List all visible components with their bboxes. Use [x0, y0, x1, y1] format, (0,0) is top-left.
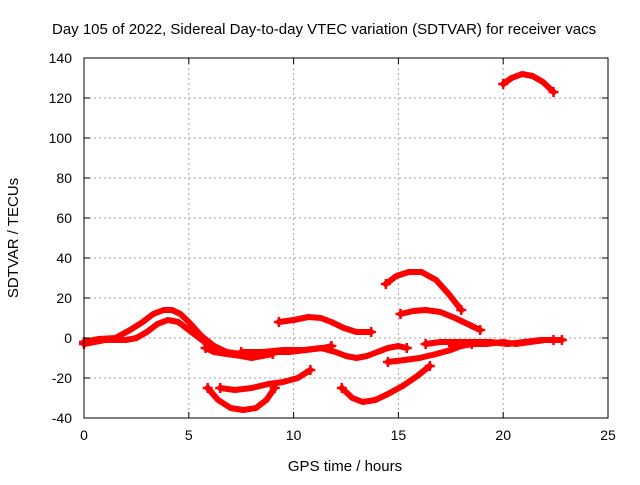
series-line — [500, 71, 557, 95]
x-tick-label: 0 — [80, 427, 88, 443]
series-line — [217, 367, 314, 393]
data-point — [420, 339, 431, 349]
plot-frame — [83, 57, 609, 419]
data-point — [380, 279, 391, 289]
data-point — [382, 357, 393, 367]
series-trace-13 — [447, 335, 559, 351]
y-tick-label: 140 — [49, 50, 73, 66]
series-line — [382, 269, 465, 313]
y-tick-labels: -40 -20 0 20 40 60 80 100 120 140 — [49, 50, 73, 426]
data-point — [366, 327, 377, 337]
data-point — [305, 365, 316, 375]
series-line — [449, 337, 557, 349]
y-tick-label: 120 — [49, 90, 73, 106]
data-point — [498, 79, 509, 89]
y-axis-title: SDTVAR / TECUs — [5, 178, 22, 298]
grid-lines — [84, 58, 608, 418]
y-tick-label: 80 — [56, 170, 72, 186]
x-tick-label: 20 — [495, 427, 511, 443]
series-trace-8 — [336, 361, 435, 405]
data-point — [395, 309, 406, 319]
series-line — [275, 314, 375, 335]
data-point — [236, 347, 247, 357]
y-tick-label: 100 — [49, 130, 73, 146]
x-tick-label: 5 — [185, 427, 193, 443]
x-tick-label: 25 — [600, 427, 616, 443]
y-tick-label: -40 — [52, 410, 72, 426]
y-tick-label: 60 — [56, 210, 72, 226]
series-line — [238, 343, 410, 361]
data-point — [200, 343, 211, 353]
y-tick-label: 40 — [56, 250, 72, 266]
series-trace-4 — [236, 343, 412, 361]
data-point — [548, 335, 559, 345]
series-trace-14 — [498, 71, 559, 97]
data-point — [475, 325, 486, 335]
data-point — [273, 317, 284, 327]
x-axis-title: GPS time / hours — [288, 458, 402, 475]
data-point — [424, 361, 435, 371]
data-point — [447, 341, 458, 351]
series-trace-6 — [202, 383, 280, 413]
x-tick-label: 10 — [286, 427, 302, 443]
y-tick-label: 0 — [64, 330, 72, 346]
series-line — [397, 307, 484, 333]
data-point — [215, 383, 226, 393]
series-line — [338, 363, 433, 405]
data-point — [556, 335, 567, 345]
series-trace-7 — [215, 365, 316, 393]
data-point — [548, 87, 559, 97]
y-tick-label: -20 — [52, 370, 72, 386]
series-line — [204, 385, 278, 413]
data-point — [202, 383, 213, 393]
series-layer — [79, 71, 567, 413]
series-trace-5 — [273, 314, 377, 337]
data-point — [401, 343, 412, 353]
x-tick-label: 15 — [391, 427, 407, 443]
chart-title: Day 105 of 2022, Sidereal Day-to-day VTE… — [52, 21, 596, 38]
y-tick-label: 20 — [56, 290, 72, 306]
series-trace-11 — [395, 307, 486, 335]
axis-ticks — [83, 57, 609, 419]
data-point — [336, 383, 347, 393]
data-point — [456, 305, 467, 315]
series-trace-10 — [380, 269, 467, 315]
x-tick-labels: 0 5 10 15 20 25 — [80, 427, 616, 443]
